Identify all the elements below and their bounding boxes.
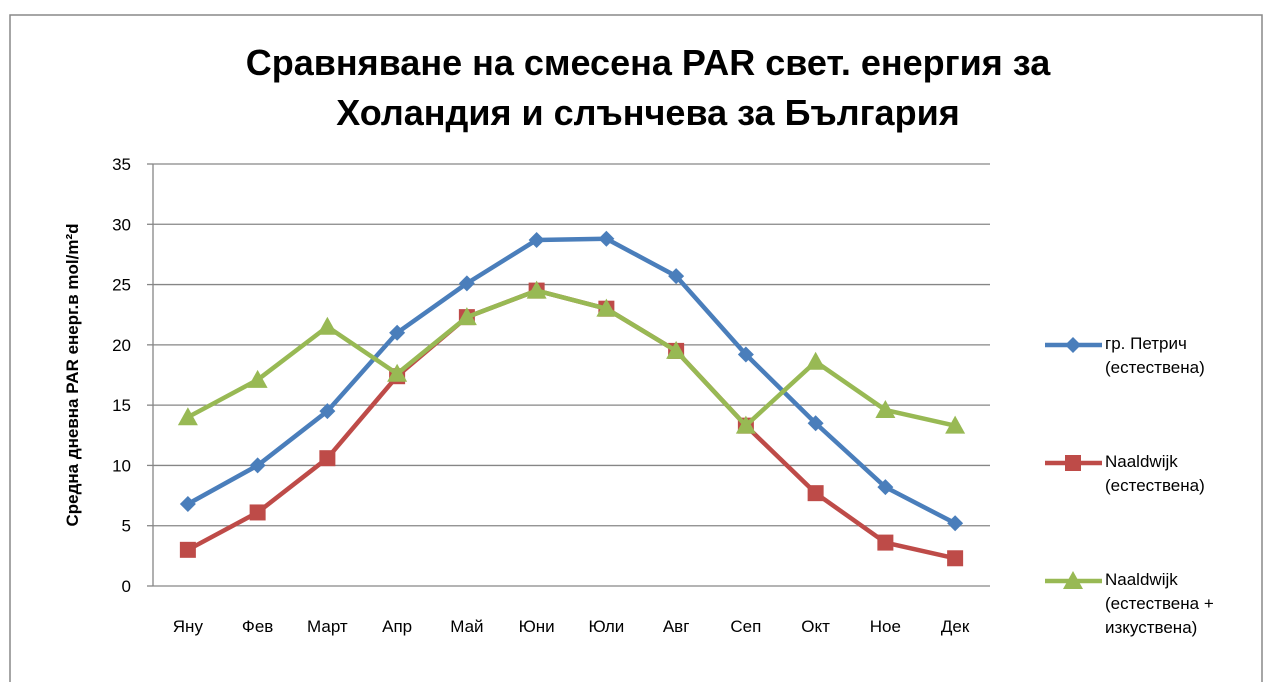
y-tick-label: 0 xyxy=(122,577,131,596)
data-point xyxy=(249,504,266,521)
x-tick-label: Май xyxy=(450,617,483,636)
x-tick-label: Сеп xyxy=(730,617,761,636)
data-point xyxy=(666,340,687,359)
y-tick-label: 20 xyxy=(112,336,131,355)
x-tick-label: Юли xyxy=(588,617,624,636)
x-tick-label: Юни xyxy=(519,617,555,636)
data-point xyxy=(249,457,266,474)
legend-label: гр. Петрич (естествена) xyxy=(1105,334,1205,377)
data-point xyxy=(526,280,547,299)
y-axis-label: Средна дневна PAR енерг.в mol/m²d xyxy=(63,223,82,526)
data-point xyxy=(179,541,196,558)
data-point xyxy=(877,534,894,551)
x-tick-label: Окт xyxy=(801,617,830,636)
y-tick-label: 25 xyxy=(112,276,131,295)
data-point xyxy=(317,316,338,335)
data-point xyxy=(387,363,408,382)
data-point xyxy=(389,324,406,341)
data-point xyxy=(945,415,966,434)
y-tick-label: 15 xyxy=(112,396,131,415)
y-tick-label: 10 xyxy=(112,456,131,475)
legend-marker xyxy=(1063,571,1083,589)
series-line xyxy=(186,288,956,428)
x-tick-label: Фев xyxy=(242,617,273,636)
legend-marker xyxy=(1065,455,1081,471)
chart-title: Сравняване на смесена PAR свет. енергия … xyxy=(246,42,1051,83)
data-point xyxy=(877,479,894,496)
chart-frame xyxy=(9,14,1263,682)
data-point xyxy=(735,415,756,434)
x-tick-label: Ное xyxy=(870,617,901,636)
data-point xyxy=(319,450,336,467)
x-tick-label: Дек xyxy=(941,617,970,636)
chart-title: Холандия и слънчева за България xyxy=(336,92,959,133)
data-point xyxy=(247,369,268,388)
x-tick-label: Яну xyxy=(173,617,204,636)
data-point xyxy=(177,407,198,426)
x-tick-label: Апр xyxy=(382,617,412,636)
data-point xyxy=(807,485,824,502)
data-point xyxy=(596,298,617,317)
data-point xyxy=(528,231,545,248)
x-tick-label: Март xyxy=(307,617,348,636)
y-tick-label: 35 xyxy=(112,155,131,174)
y-tick-label: 30 xyxy=(112,215,131,234)
y-tick-label: 5 xyxy=(122,517,131,536)
data-point xyxy=(805,351,826,370)
data-point xyxy=(456,307,477,326)
series-line xyxy=(186,236,957,526)
data-point xyxy=(875,399,896,418)
data-point xyxy=(598,230,615,247)
data-point xyxy=(737,346,754,363)
legend-label: Naaldwijk (естествена) xyxy=(1105,452,1205,495)
legend-marker xyxy=(1065,337,1081,353)
data-point xyxy=(947,550,964,567)
data-point xyxy=(947,515,964,532)
legend-label: Naaldwijk (естествена + изкуствена) xyxy=(1105,570,1214,637)
data-point xyxy=(179,496,196,513)
data-point xyxy=(458,275,475,292)
x-tick-label: Авг xyxy=(663,617,690,636)
data-point xyxy=(319,403,336,420)
data-point xyxy=(668,268,685,285)
data-point xyxy=(807,415,824,432)
